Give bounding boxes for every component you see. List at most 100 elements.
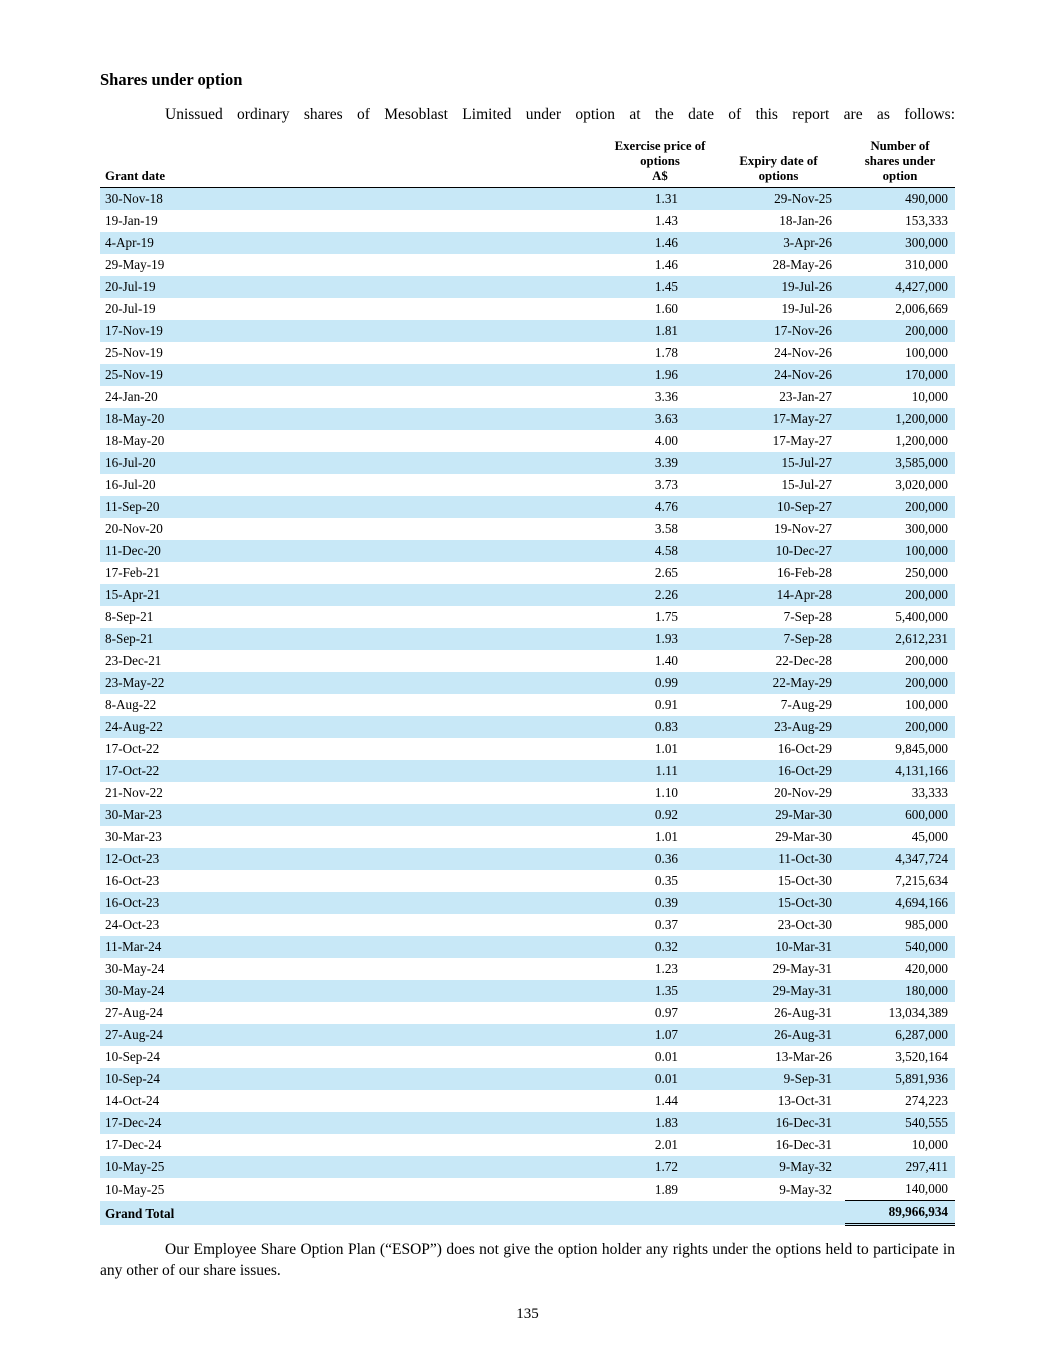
- expiry-date-cell: 17-May-27: [712, 408, 845, 431]
- table-row: 10-May-25 1.89 9-May-32 140,000: [100, 1178, 955, 1201]
- grant-date-cell: 16-Oct-23: [100, 892, 608, 915]
- exercise-price-cell: 1.46: [654, 257, 678, 273]
- exercise-price-cell: 4.58: [608, 540, 712, 563]
- table-row: 17-Oct-22 1.01 16-Oct-29 9,845,000: [100, 738, 955, 760]
- shares-cell: 3,020,000: [895, 477, 948, 493]
- expiry-date-cell: 15-Jul-27: [712, 452, 845, 475]
- grant-date-cell: 20-Jul-19: [100, 276, 608, 299]
- exercise-price-cell: 1.35: [608, 980, 712, 1003]
- expiry-date-cell: 10-Dec-27: [712, 540, 845, 563]
- grant-date-cell: 23-Dec-21: [105, 653, 162, 669]
- exercise-price-cell: 1.23: [654, 961, 678, 977]
- esop-paragraph: Our Employee Share Option Plan (“ESOP”) …: [100, 1241, 955, 1280]
- exercise-price-cell: 1.01: [654, 829, 678, 845]
- table-row: 11-Mar-24 0.32 10-Mar-31 540,000: [100, 936, 955, 959]
- exercise-price-cell: 0.01: [654, 1049, 678, 1065]
- shares-cell: 4,427,000: [845, 276, 955, 299]
- expiry-date-cell: 15-Oct-30: [712, 892, 845, 915]
- grant-date-cell: 25-Nov-19: [100, 364, 608, 387]
- exercise-price-cell: 1.81: [608, 320, 712, 343]
- grant-date-cell: 8-Sep-21: [100, 628, 608, 651]
- table-row: 18-May-20 3.63 17-May-27 1,200,000: [100, 408, 955, 431]
- table-row: 29-May-19 1.46 28-May-26 310,000: [100, 254, 955, 276]
- exercise-price-cell: 1.72: [608, 1156, 712, 1179]
- table-row: 17-Nov-19 1.81 17-Nov-26 200,000: [100, 320, 955, 343]
- exercise-price-cell: 1.43: [654, 213, 678, 229]
- shares-cell: 100,000: [905, 697, 948, 713]
- grant-date-cell: 17-Oct-22: [100, 760, 608, 783]
- grant-date-cell: 16-Jul-20: [105, 477, 156, 493]
- grant-date-cell: 30-Mar-23: [100, 804, 608, 827]
- table-row: 20-Jul-19 1.60 19-Jul-26 2,006,669: [100, 298, 955, 320]
- shares-cell: 250,000: [905, 565, 948, 581]
- expiry-date-cell: 22-May-29: [712, 672, 845, 695]
- table-row: 30-Mar-23 0.92 29-Mar-30 600,000: [100, 804, 955, 827]
- table-row: 16-Jul-20 3.73 15-Jul-27 3,020,000: [100, 474, 955, 496]
- table-row: 25-Nov-19 1.78 24-Nov-26 100,000: [100, 342, 955, 364]
- expiry-date-cell: 14-Apr-28: [712, 584, 845, 607]
- exercise-price-cell: 0.01: [608, 1068, 712, 1091]
- grant-date-cell: 25-Nov-19: [105, 345, 163, 361]
- table-row: 11-Sep-20 4.76 10-Sep-27 200,000: [100, 496, 955, 519]
- shares-cell: 153,333: [905, 213, 948, 229]
- table-row: 8-Sep-21 1.75 7-Sep-28 5,400,000: [100, 606, 955, 628]
- grant-date-cell: 20-Jul-19: [105, 301, 156, 317]
- exercise-price-cell: 1.44: [654, 1093, 678, 1109]
- shares-cell: 13,034,389: [888, 1005, 948, 1021]
- grant-date-cell: 30-May-24: [105, 961, 165, 977]
- exercise-price-cell: 1.78: [654, 345, 678, 361]
- exercise-price-cell: 0.99: [608, 672, 712, 695]
- grant-date-cell: 15-Apr-21: [100, 584, 608, 607]
- exercise-price-cell: 2.65: [654, 565, 678, 581]
- grant-date-cell: 17-Feb-21: [105, 565, 160, 581]
- shares-cell: 2,612,231: [845, 628, 955, 651]
- exercise-price-cell: 2.26: [608, 584, 712, 607]
- exercise-price-cell: 1.11: [608, 760, 712, 783]
- grant-date-cell: 17-Nov-19: [100, 320, 608, 343]
- table-row: 17-Dec-24 1.83 16-Dec-31 540,555: [100, 1112, 955, 1135]
- expiry-date-cell: 16-Dec-31: [775, 1137, 832, 1153]
- expiry-date-cell: 10-Mar-31: [712, 936, 845, 959]
- expiry-date-cell: 16-Oct-29: [777, 741, 832, 757]
- shares-cell: 3,520,164: [895, 1049, 948, 1065]
- grant-date-cell: 17-Dec-24: [105, 1137, 162, 1153]
- table-row: 17-Dec-24 2.01 16-Dec-31 10,000: [100, 1134, 955, 1156]
- grant-date-cell: 19-Jan-19: [105, 213, 158, 229]
- shares-cell: 600,000: [845, 804, 955, 827]
- page-number: 135: [516, 1306, 539, 1322]
- grant-date-cell: 8-Aug-22: [105, 697, 157, 713]
- shares-cell: 300,000: [905, 521, 948, 537]
- exercise-price-cell: 0.91: [654, 697, 678, 713]
- grant-date-cell: 17-Dec-24: [100, 1112, 608, 1135]
- shares-cell: 4,131,166: [845, 760, 955, 783]
- shares-cell: 540,000: [845, 936, 955, 959]
- grant-date-cell: 18-May-20: [100, 408, 608, 431]
- table-row: 11-Dec-20 4.58 10-Dec-27 100,000: [100, 540, 955, 563]
- expiry-date-cell: 26-Aug-31: [712, 1024, 845, 1047]
- expiry-date-cell: 29-Nov-25: [712, 187, 845, 211]
- shares-cell: 2,006,669: [895, 301, 948, 317]
- shares-cell: 4,694,166: [845, 892, 955, 915]
- shares-cell: 200,000: [905, 653, 948, 669]
- col-header-grant-date: Grant date: [100, 139, 608, 189]
- exercise-price-cell: 1.60: [654, 301, 678, 317]
- expiry-date-cell: 16-Oct-29: [712, 760, 845, 783]
- grant-date-cell: 24-Aug-22: [100, 716, 608, 739]
- table-row: 18-May-20 4.00 17-May-27 1,200,000: [100, 430, 955, 452]
- col-header-expiry-date: Expiry date of options: [712, 139, 845, 189]
- shares-cell: 1,200,000: [845, 408, 955, 431]
- shares-under-option-table: Grant date Exercise price of options A$ …: [100, 139, 955, 1227]
- shares-cell: 200,000: [845, 672, 955, 695]
- shares-cell: 4,347,724: [845, 848, 955, 871]
- expiry-date-cell: 26-Aug-31: [774, 1005, 832, 1021]
- shares-cell: 45,000: [911, 829, 948, 845]
- grand-total-label: Grand Total: [100, 1200, 608, 1225]
- expiry-date-cell: 9-May-32: [779, 1181, 832, 1197]
- table-row: 20-Jul-19 1.45 19-Jul-26 4,427,000: [100, 276, 955, 299]
- grant-date-cell: 20-Nov-20: [105, 521, 163, 537]
- table-row: 4-Apr-19 1.46 3-Apr-26 300,000: [100, 232, 955, 255]
- exercise-price-cell: 1.75: [654, 609, 678, 625]
- shares-cell: 3,585,000: [845, 452, 955, 475]
- table-row: 25-Nov-19 1.96 24-Nov-26 170,000: [100, 364, 955, 387]
